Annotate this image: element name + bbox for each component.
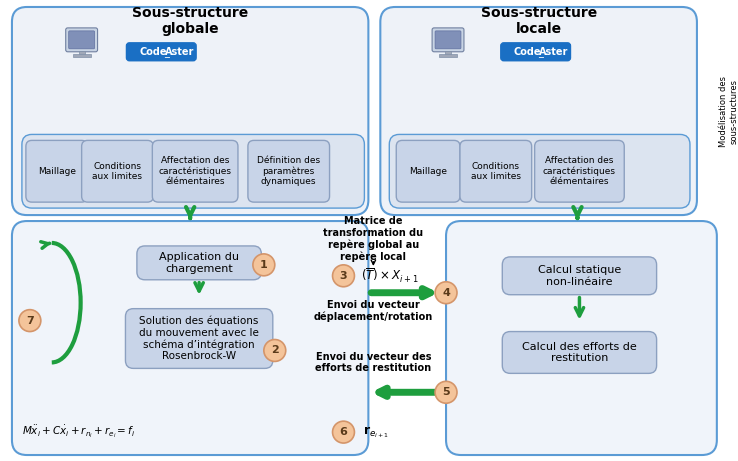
Circle shape bbox=[435, 282, 457, 304]
Text: Sous-structure
locale: Sous-structure locale bbox=[480, 6, 597, 36]
Text: 7: 7 bbox=[26, 316, 34, 325]
FancyBboxPatch shape bbox=[435, 31, 461, 49]
Text: Sous-structure
globale: Sous-structure globale bbox=[132, 6, 248, 36]
FancyBboxPatch shape bbox=[503, 331, 657, 373]
FancyBboxPatch shape bbox=[12, 221, 368, 455]
Text: Maillage: Maillage bbox=[38, 167, 76, 176]
Text: 3: 3 bbox=[339, 271, 348, 281]
Text: _: _ bbox=[164, 48, 169, 58]
Text: 4: 4 bbox=[442, 288, 450, 298]
Bar bbox=[79, 51, 85, 55]
FancyBboxPatch shape bbox=[534, 141, 624, 202]
FancyBboxPatch shape bbox=[82, 141, 154, 202]
Circle shape bbox=[333, 265, 354, 287]
Text: Affectation des
caractéristiques
élémentaires: Affectation des caractéristiques élément… bbox=[159, 156, 232, 186]
FancyBboxPatch shape bbox=[501, 43, 570, 61]
Bar bbox=[72, 54, 91, 57]
Text: Définition des
paramètres
dynamiques: Définition des paramètres dynamiques bbox=[257, 156, 320, 186]
Text: Matrice de
transformation du
repère global au
repère local: Matrice de transformation du repère glob… bbox=[323, 216, 424, 262]
Text: Calcul statique
non-linéaire: Calcul statique non-linéaire bbox=[538, 265, 621, 287]
Text: Affectation des
caractéristiques
élémentaires: Affectation des caractéristiques élément… bbox=[543, 156, 616, 186]
Text: Aster: Aster bbox=[539, 47, 568, 57]
FancyBboxPatch shape bbox=[152, 141, 238, 202]
Text: Code: Code bbox=[514, 47, 542, 57]
Text: Conditions
aux limites: Conditions aux limites bbox=[92, 161, 142, 181]
FancyBboxPatch shape bbox=[125, 309, 273, 368]
Text: Envoi du vecteur des
efforts de restitution: Envoi du vecteur des efforts de restitut… bbox=[315, 352, 432, 373]
FancyBboxPatch shape bbox=[26, 141, 88, 202]
FancyBboxPatch shape bbox=[446, 221, 717, 455]
Text: Code: Code bbox=[139, 47, 167, 57]
Text: 6: 6 bbox=[339, 427, 348, 437]
Text: Modélisation des
sous-structures: Modélisation des sous-structures bbox=[719, 76, 738, 147]
FancyBboxPatch shape bbox=[396, 141, 460, 202]
FancyBboxPatch shape bbox=[248, 141, 330, 202]
Bar bbox=[445, 51, 451, 55]
FancyBboxPatch shape bbox=[137, 246, 261, 280]
FancyBboxPatch shape bbox=[503, 257, 657, 295]
Circle shape bbox=[333, 421, 354, 443]
Text: $\mathbf{r}_{e_{i+1}}$: $\mathbf{r}_{e_{i+1}}$ bbox=[363, 424, 390, 440]
Text: Application du
chargement: Application du chargement bbox=[159, 252, 239, 274]
FancyBboxPatch shape bbox=[126, 43, 196, 61]
Text: $M\ddot{x}_i + C\dot{x}_i + r_{n_i} + r_{e_i} = f_i$: $M\ddot{x}_i + C\dot{x}_i + r_{n_i} + r_… bbox=[22, 424, 135, 440]
Text: 2: 2 bbox=[271, 345, 279, 355]
Text: Calcul des efforts de
restitution: Calcul des efforts de restitution bbox=[522, 342, 637, 363]
Bar bbox=[439, 54, 457, 57]
FancyBboxPatch shape bbox=[69, 31, 94, 49]
Circle shape bbox=[435, 381, 457, 403]
FancyBboxPatch shape bbox=[22, 135, 365, 208]
Text: Envoi du vecteur
déplacement/rotation: Envoi du vecteur déplacement/rotation bbox=[314, 300, 433, 322]
Text: Maillage: Maillage bbox=[409, 167, 447, 176]
FancyBboxPatch shape bbox=[66, 28, 97, 52]
Circle shape bbox=[253, 254, 275, 276]
FancyBboxPatch shape bbox=[380, 7, 697, 215]
Circle shape bbox=[264, 339, 286, 361]
Text: $(\overline{T}) \times X_{i+1}$: $(\overline{T}) \times X_{i+1}$ bbox=[362, 267, 419, 285]
Text: 5: 5 bbox=[442, 387, 450, 397]
Text: Solution des équations
du mouvement avec le
schéma d’intégration
Rosenbrock-W: Solution des équations du mouvement avec… bbox=[139, 316, 259, 361]
Text: Aster: Aster bbox=[165, 47, 194, 57]
Circle shape bbox=[19, 310, 41, 331]
FancyBboxPatch shape bbox=[389, 135, 690, 208]
FancyBboxPatch shape bbox=[460, 141, 531, 202]
Text: 1: 1 bbox=[260, 260, 268, 270]
FancyBboxPatch shape bbox=[432, 28, 464, 52]
FancyBboxPatch shape bbox=[12, 7, 368, 215]
Text: _: _ bbox=[538, 48, 543, 58]
Text: Conditions
aux limites: Conditions aux limites bbox=[471, 161, 521, 181]
